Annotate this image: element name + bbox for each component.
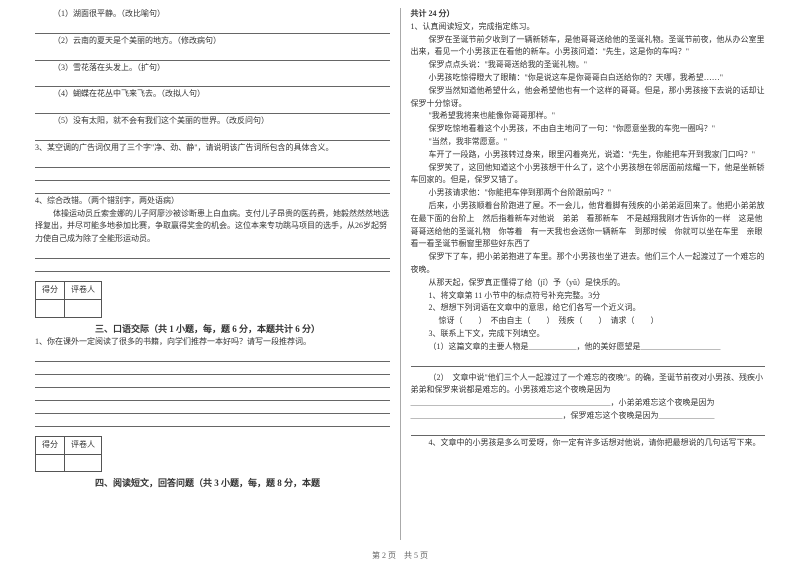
passage-para: 后来，小男孩顺着台阶跑进了屋。不一会儿，他背着脚有残疾的小弟弟返回来了。他把小弟… <box>411 200 766 251</box>
score-cell <box>36 299 65 317</box>
sub-question-line: （1）这篇文章的主要人物是＿＿＿＿＿＿，他的美好愿望是＿＿＿＿＿＿＿＿＿＿ <box>411 341 766 354</box>
passage-para: 保罗吃惊地看着这个小男孩，不由自主地问了一句："你愿意坐我的车兜一圈吗？" <box>411 123 766 136</box>
section-3-title: 三、口语交际（共 1 小题，每，题 6 分，本题共计 6 分） <box>35 322 390 336</box>
sub-question-line: ＿＿＿＿＿＿＿＿＿＿＿＿＿＿＿＿＿＿＿＿＿＿＿＿＿，小弟弟难忘这个夜晚是因为 <box>411 397 766 410</box>
answer-line <box>35 247 390 259</box>
exercise-item: （1）湖面很平静。（改比喻句） <box>35 8 390 21</box>
sub-question: 2、想想下列词语在文章中的意思，给它们各写一个近义词。 <box>411 302 766 315</box>
answer-line <box>35 169 390 181</box>
question-3: 3、某空调的广告词仅用了三个字"净、劲、静"，请说明该广告词所包含的具体含义。 <box>35 142 390 155</box>
question-4-title: 4、综合改错。（两个错别字，两处语病） <box>35 195 390 208</box>
oral-question: 1、你在课外一定阅读了很多的书籍，向学们推荐一本好吗？请写一段推荐词。 <box>35 336 390 349</box>
right-column: 共计 24 分） 1、认真阅读短文，完成指定练习。 保罗在圣诞节前夕收到了一辆新… <box>401 8 776 540</box>
left-column: （1）湖面很平静。（改比喻句） （2）云南的夏天是个美丽的地方。（修改病句） （… <box>25 8 401 540</box>
passage-para: 小男孩请求他："你能把车停到那两个台阶跟前吗？" <box>411 187 766 200</box>
answer-line <box>35 22 390 34</box>
answer-line <box>35 415 390 427</box>
passage-para: 保罗点点头说："我哥哥送给我的圣诞礼物。" <box>411 59 766 72</box>
section-4-continuation: 共计 24 分） <box>411 8 766 21</box>
section-4-title: 四、阅读短文，回答问题（共 3 小题，每，题 8 分，本题 <box>35 476 390 490</box>
passage-para: 车开了一段路，小男孩转过身来，眼里闪着亮光，说道："先生，你能把车开到我家门口吗… <box>411 149 766 162</box>
page-footer: 第 2 页 共 5 页 <box>0 550 800 561</box>
answer-line <box>35 350 390 362</box>
passage-para: "当然，我非常愿意。" <box>411 136 766 149</box>
exercise-item: （2）云南的夏天是个美丽的地方。（修改病句） <box>35 35 390 48</box>
sub-question-line: （2） 文章中说"他们三个人一起渡过了一个难忘的夜晚"。的确，圣诞节前夜对小男孩… <box>411 372 766 398</box>
answer-line <box>411 424 766 436</box>
score-header-cell: 评卷人 <box>65 281 102 299</box>
passage-para: 小男孩吃惊得瞪大了眼睛："你是说这车是你哥哥白白送给你的？天哪，我希望……" <box>411 72 766 85</box>
passage-para: 从那天起，保罗真正懂得了给（jǐ）予（yǔ）是快乐的。 <box>411 277 766 290</box>
score-cell <box>65 299 102 317</box>
answer-line <box>35 389 390 401</box>
answer-line <box>35 402 390 414</box>
score-cell <box>36 454 65 472</box>
answer-line <box>35 129 390 141</box>
answer-line <box>35 260 390 272</box>
exercise-item: （4）蝴蝶在花丛中飞来飞去。（改拟人句） <box>35 88 390 101</box>
question-4-body: 体操运动员丘索金娜的儿子阿廖沙被诊断患上白血病。支付儿子昂贵的医药费，她毅然然然… <box>35 208 390 246</box>
sub-question-line: 惊讶（ ） 不由自主（ ） 残疾（ ） 请求（ ） <box>411 315 766 328</box>
answer-line <box>35 376 390 388</box>
sub-question: 3、联系上下文，完成下列填空。 <box>411 328 766 341</box>
exercise-item: （3）雪花落在头发上。（扩句） <box>35 62 390 75</box>
score-table: 得分 评卷人 <box>35 281 102 318</box>
answer-line <box>35 182 390 194</box>
reading-instruction: 1、认真阅读短文，完成指定练习。 <box>411 21 766 34</box>
passage-para: 保罗笑了，这回他知道这个小男孩想干什么了，这个小男孩想在邻居面前炫耀一下，他是坐… <box>411 162 766 188</box>
sub-question: 1、将文章第 11 小节中的标点符号补充完整。3分 <box>411 290 766 303</box>
score-header-cell: 得分 <box>36 281 65 299</box>
page-container: （1）湖面很平静。（改比喻句） （2）云南的夏天是个美丽的地方。（修改病句） （… <box>0 0 800 540</box>
passage-para: 保罗下了车，把小弟弟抱进了车里。那个小男孩也坐了进去。他们三个人一起渡过了一个难… <box>411 251 766 277</box>
passage-para: "我希望我将来也能像你哥哥那样。" <box>411 110 766 123</box>
score-cell <box>65 454 102 472</box>
sub-question-line: ＿＿＿＿＿＿＿＿＿＿＿＿＿＿＿＿＿＿＿，保罗难忘这个夜晚是因为＿＿＿＿＿＿＿ <box>411 410 766 423</box>
exercise-item: （5）没有太阳，就不会有我们这个美丽的世界。（改反问句） <box>35 115 390 128</box>
score-header-cell: 得分 <box>36 436 65 454</box>
answer-line <box>35 75 390 87</box>
passage-para: 保罗当然知道他希望什么，他会希望他也有一个这样的哥哥。但是，那小男孩接下去说的话… <box>411 85 766 111</box>
answer-line <box>35 102 390 114</box>
answer-line <box>35 156 390 168</box>
score-header-cell: 评卷人 <box>65 436 102 454</box>
score-table: 得分 评卷人 <box>35 436 102 473</box>
answer-line <box>35 49 390 61</box>
sub-question: 4、文章中的小男孩是多么可爱呀，你一定有许多话想对他说，请你把最想说的几句话写下… <box>411 437 766 450</box>
answer-line <box>35 363 390 375</box>
passage-para: 保罗在圣诞节前夕收到了一辆新轿车，是他哥哥送给他的圣诞礼物。圣诞节前夜，他从办公… <box>411 34 766 60</box>
answer-line <box>411 355 766 367</box>
